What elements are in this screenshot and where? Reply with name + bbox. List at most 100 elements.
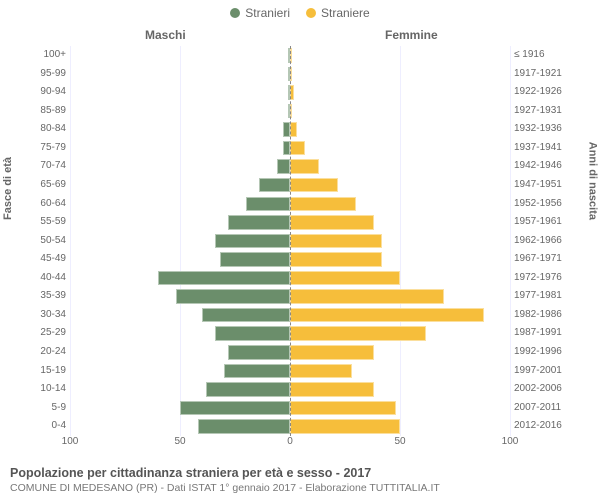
bar-male <box>215 326 290 341</box>
legend-item-female: Straniere <box>306 6 370 20</box>
bar-male <box>180 401 290 416</box>
birth-label: 1967-1971 <box>510 250 562 269</box>
female-half <box>290 269 510 288</box>
chart-title: Popolazione per cittadinanza straniera p… <box>10 466 590 480</box>
female-half <box>290 399 510 418</box>
male-half <box>70 83 290 102</box>
bar-female <box>290 382 374 397</box>
age-label: 65-69 <box>40 176 70 195</box>
center-divider <box>290 46 291 436</box>
bar-male <box>228 215 290 230</box>
female-half <box>290 195 510 214</box>
female-half <box>290 157 510 176</box>
male-half <box>70 46 290 65</box>
bar-female <box>290 252 382 267</box>
legend-item-male: Stranieri <box>230 6 290 20</box>
bar-male <box>259 178 290 193</box>
female-half <box>290 65 510 84</box>
bar-female <box>290 197 356 212</box>
bar-female <box>290 419 400 434</box>
swatch-male <box>230 8 240 18</box>
female-half <box>290 417 510 436</box>
female-half <box>290 232 510 251</box>
birth-label: 1917-1921 <box>510 65 562 84</box>
birth-label: 1987-1991 <box>510 324 562 343</box>
bar-male <box>283 141 290 156</box>
age-label: 75-79 <box>40 139 70 158</box>
age-label: 55-59 <box>40 213 70 232</box>
bar-male <box>283 122 290 137</box>
male-half <box>70 213 290 232</box>
male-half <box>70 343 290 362</box>
female-half <box>290 287 510 306</box>
bar-male <box>224 364 290 379</box>
male-half <box>70 380 290 399</box>
birth-label: 1942-1946 <box>510 157 562 176</box>
age-label: 5-9 <box>52 399 70 418</box>
bar-female <box>290 271 400 286</box>
male-half <box>70 269 290 288</box>
male-half <box>70 287 290 306</box>
birth-label: 2002-2006 <box>510 380 562 399</box>
birth-label: 1972-1976 <box>510 269 562 288</box>
bar-female <box>290 234 382 249</box>
age-label: 60-64 <box>40 195 70 214</box>
male-half <box>70 176 290 195</box>
birth-label: 2007-2011 <box>510 399 561 418</box>
bar-male <box>215 234 290 249</box>
legend-label-male: Stranieri <box>245 6 290 20</box>
female-half <box>290 176 510 195</box>
female-half <box>290 380 510 399</box>
bar-female <box>290 178 338 193</box>
female-half <box>290 83 510 102</box>
bar-female <box>290 141 305 156</box>
x-tick: 100 <box>62 436 79 447</box>
birth-label: 1982-1986 <box>510 306 562 325</box>
male-half <box>70 324 290 343</box>
male-half <box>70 120 290 139</box>
x-tick: 50 <box>174 436 185 447</box>
female-half <box>290 324 510 343</box>
age-label: 15-19 <box>40 362 70 381</box>
header-male: Maschi <box>145 28 186 42</box>
male-half <box>70 306 290 325</box>
x-axis: 10050050100 <box>70 436 510 450</box>
bar-male <box>246 197 290 212</box>
birth-label: 1952-1956 <box>510 195 562 214</box>
male-half <box>70 417 290 436</box>
age-label: 35-39 <box>40 287 70 306</box>
y-axis-right-label: Anni di nascita <box>586 142 598 220</box>
bar-male <box>277 159 290 174</box>
bar-male <box>220 252 290 267</box>
male-half <box>70 65 290 84</box>
age-label: 10-14 <box>40 380 70 399</box>
age-label: 25-29 <box>40 324 70 343</box>
birth-label: 1927-1931 <box>510 102 562 121</box>
age-label: 30-34 <box>40 306 70 325</box>
female-half <box>290 102 510 121</box>
female-half <box>290 46 510 65</box>
birth-label: ≤ 1916 <box>510 46 545 65</box>
male-half <box>70 139 290 158</box>
bar-male <box>206 382 290 397</box>
legend-label-female: Straniere <box>321 6 370 20</box>
age-label: 100+ <box>43 46 70 65</box>
male-half <box>70 250 290 269</box>
birth-label: 1977-1981 <box>510 287 562 306</box>
birth-label: 1962-1966 <box>510 232 562 251</box>
bar-female <box>290 215 374 230</box>
x-tick: 50 <box>394 436 405 447</box>
age-label: 45-49 <box>40 250 70 269</box>
x-tick: 100 <box>502 436 519 447</box>
male-half <box>70 232 290 251</box>
age-label: 95-99 <box>40 65 70 84</box>
age-label: 40-44 <box>40 269 70 288</box>
birth-label: 1992-1996 <box>510 343 562 362</box>
age-label: 90-94 <box>40 83 70 102</box>
age-label: 80-84 <box>40 120 70 139</box>
birth-label: 1932-1936 <box>510 120 562 139</box>
bar-male <box>228 345 290 360</box>
birth-label: 1997-2001 <box>510 362 562 381</box>
bar-female <box>290 326 426 341</box>
pyramid-chart: 100+≤ 191695-991917-192190-941922-192685… <box>70 46 510 436</box>
